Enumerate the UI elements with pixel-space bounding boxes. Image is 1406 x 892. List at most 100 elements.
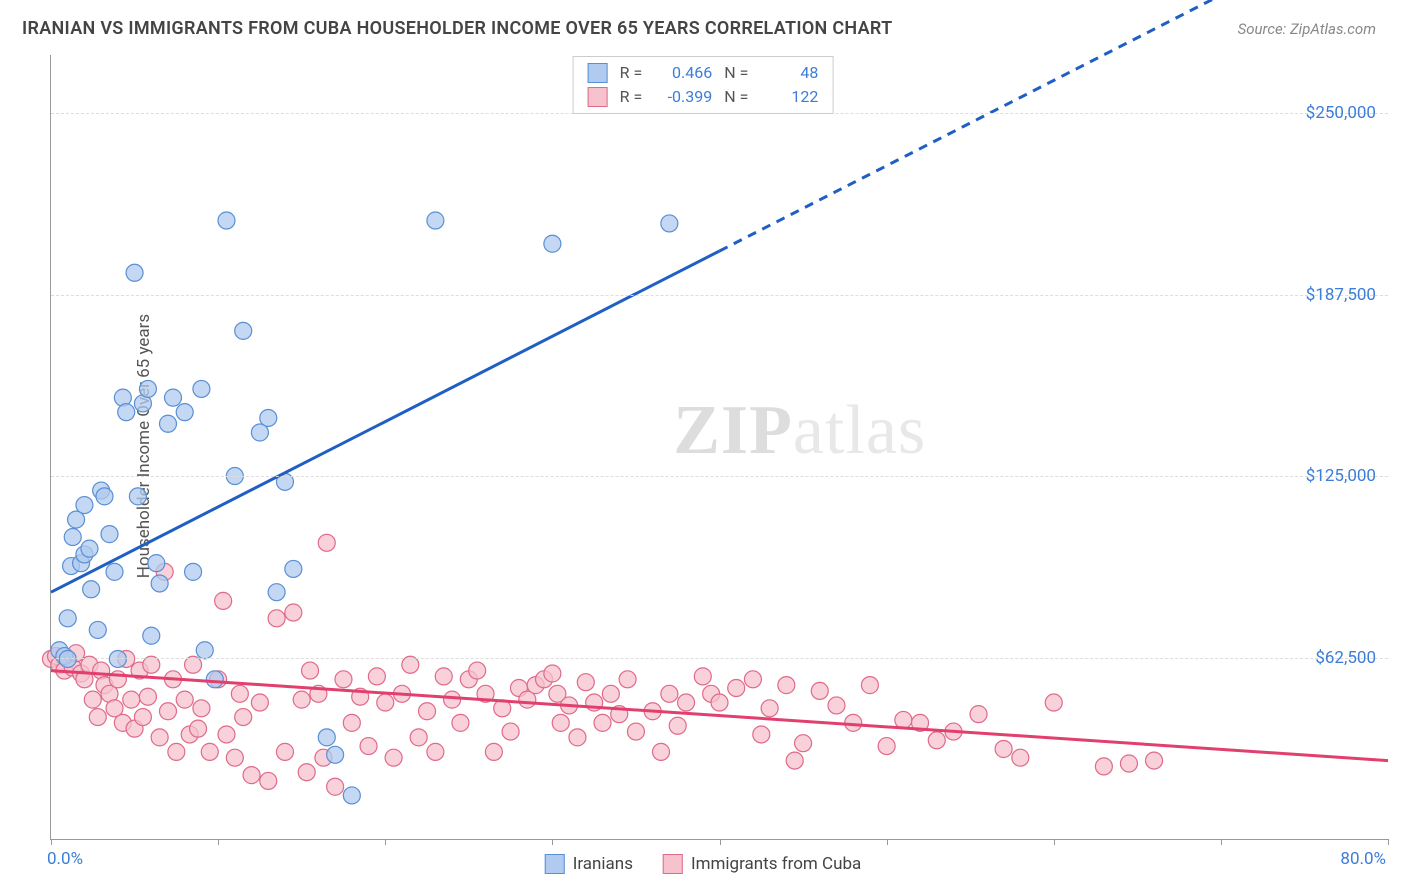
iranians-point — [106, 563, 123, 580]
cuba-point — [318, 534, 335, 551]
iranians-point — [81, 540, 98, 557]
iranians-point — [343, 787, 360, 804]
legend-label: Immigrants from Cuba — [691, 854, 861, 874]
x-tick — [720, 839, 721, 845]
cuba-point — [444, 691, 461, 708]
cuba-point — [201, 743, 218, 760]
cuba-point — [218, 726, 235, 743]
cuba-point — [577, 674, 594, 691]
correlation-stats-box: R =0.466N =48R =-0.399N =122 — [573, 56, 834, 114]
cuba-point — [243, 767, 260, 784]
x-tick — [887, 839, 888, 845]
cuba-point — [427, 743, 444, 760]
cuba-point — [627, 723, 644, 740]
x-tick — [1221, 839, 1222, 845]
iranians-point — [327, 746, 344, 763]
legend-label: Iranians — [573, 854, 633, 874]
grid-line — [51, 658, 1388, 659]
iranians-point — [118, 404, 135, 421]
iranians-point — [193, 380, 210, 397]
y-tick-label: $62,500 — [1315, 648, 1376, 668]
iranians-point — [544, 235, 561, 252]
cuba-point — [828, 697, 845, 714]
n-value: 48 — [760, 61, 818, 85]
cuba-point — [970, 706, 987, 723]
y-tick-label: $187,500 — [1306, 285, 1376, 305]
iranians-point — [218, 212, 235, 229]
legend-swatch — [545, 854, 565, 874]
cuba-point — [469, 662, 486, 679]
stats-row: R =-0.399N =122 — [588, 85, 819, 109]
legend-item: Iranians — [545, 854, 633, 874]
cuba-point — [753, 726, 770, 743]
legend-item: Immigrants from Cuba — [663, 854, 861, 874]
y-tick-label: $125,000 — [1306, 466, 1376, 486]
cuba-point — [419, 703, 436, 720]
cuba-point — [1012, 749, 1029, 766]
stats-swatch — [588, 87, 608, 107]
cuba-point — [268, 610, 285, 627]
cuba-point — [185, 656, 202, 673]
x-tick — [218, 839, 219, 845]
cuba-point — [402, 656, 419, 673]
iranians-point — [76, 497, 93, 514]
x-tick — [385, 839, 386, 845]
cuba-point — [1120, 755, 1137, 772]
n-label: N = — [724, 85, 748, 109]
iranians-point — [285, 560, 302, 577]
cuba-point — [744, 671, 761, 688]
cuba-point — [728, 680, 745, 697]
n-value: 122 — [760, 85, 818, 109]
cuba-point — [778, 677, 795, 694]
cuba-point — [285, 604, 302, 621]
iranians-point — [101, 526, 118, 543]
cuba-point — [711, 694, 728, 711]
iranians-point — [59, 610, 76, 627]
chart-plot-area: ZIPatlas 0.0% 80.0% $62,500$125,000$187,… — [50, 55, 1388, 840]
iranians-point — [165, 389, 182, 406]
iranians-point — [260, 409, 277, 426]
r-value: -0.399 — [654, 85, 712, 109]
cuba-point — [928, 732, 945, 749]
iranians-point — [143, 627, 160, 644]
x-tick — [552, 839, 553, 845]
cuba-point — [298, 764, 315, 781]
cuba-point — [1045, 694, 1062, 711]
iranians-point — [235, 322, 252, 339]
cuba-point — [143, 656, 160, 673]
stats-row: R =0.466N =48 — [588, 61, 819, 85]
iranians-trend-line-solid — [51, 251, 720, 592]
cuba-point — [176, 691, 193, 708]
cuba-point — [669, 717, 686, 734]
cuba-point — [251, 694, 268, 711]
cuba-point — [193, 700, 210, 717]
iranians-point — [89, 621, 106, 638]
cuba-point — [552, 714, 569, 731]
cuba-point — [795, 735, 812, 752]
legend-swatch — [663, 854, 683, 874]
cuba-point — [134, 709, 151, 726]
cuba-point — [377, 694, 394, 711]
iranians-point — [318, 729, 335, 746]
cuba-point — [995, 740, 1012, 757]
cuba-point — [544, 665, 561, 682]
cuba-point — [878, 738, 895, 755]
scatter-svg — [51, 55, 1388, 839]
cuba-point — [235, 709, 252, 726]
iranians-point — [64, 529, 81, 546]
cuba-point — [619, 671, 636, 688]
cuba-point — [594, 714, 611, 731]
x-tick — [1054, 839, 1055, 845]
cuba-point — [653, 743, 670, 760]
iranians-point — [126, 264, 143, 281]
iranians-point — [96, 488, 113, 505]
cuba-point — [1095, 758, 1112, 775]
cuba-point — [368, 668, 385, 685]
cuba-point — [89, 709, 106, 726]
cuba-point — [811, 682, 828, 699]
iranians-point — [83, 581, 100, 598]
iranians-point — [185, 563, 202, 580]
iranians-point — [268, 584, 285, 601]
cuba-point — [360, 738, 377, 755]
iranians-point — [139, 380, 156, 397]
